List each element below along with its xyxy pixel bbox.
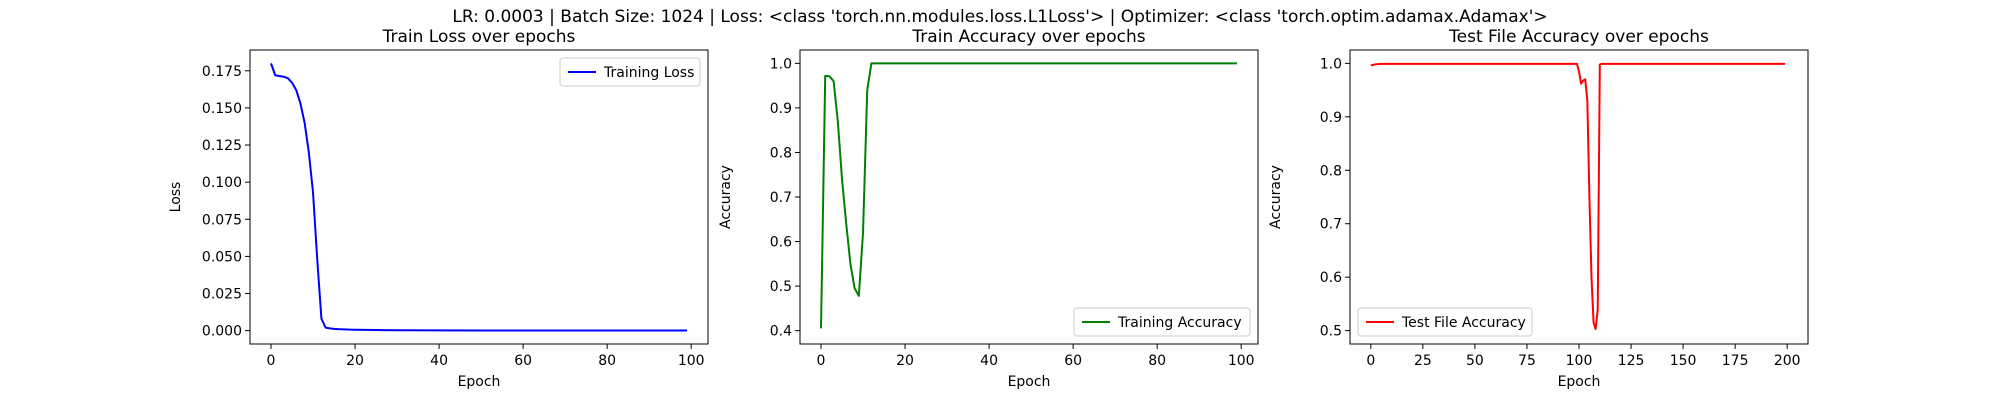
plot-frame: [1349, 49, 1809, 345]
y-tick-label: 0.7: [1320, 217, 1342, 233]
x-tick-label: 100: [1228, 353, 1255, 369]
x-tick-label: 80: [598, 353, 616, 369]
legend-label: Test File Accuracy: [1401, 315, 1526, 331]
x-tick-label: 100: [1566, 353, 1593, 369]
y-tick-label: 0.8: [770, 145, 792, 161]
x-tick-label: 200: [1774, 353, 1801, 369]
y-tick-label: 0.6: [770, 235, 792, 251]
y-tick-label: 0.5: [1320, 324, 1342, 340]
y-tick-label: 0.100: [202, 175, 242, 191]
x-tick-label: 175: [1722, 353, 1749, 369]
chart-2: Train Accuracy over epochs 0 20 40 60 80 100 0.…: [718, 27, 1259, 390]
y-tick-label: 0.8: [1320, 163, 1342, 179]
x-tick-label: 20: [346, 353, 364, 369]
x-tick-label: 60: [514, 353, 532, 369]
plot-frame: [249, 49, 709, 345]
y-tick-label: 0.025: [202, 287, 242, 303]
y-tick-label: 0.125: [202, 138, 242, 154]
charts-group: Train Loss over epochs 0 20 40 60 80 100 0.000 0…: [168, 27, 1809, 390]
x-tick-label: 20: [896, 353, 914, 369]
chart-title: Train Accuracy over epochs: [911, 27, 1145, 47]
x-tick-label: 75: [1518, 353, 1536, 369]
y-tick-label: 0.6: [1320, 270, 1342, 286]
y-tick-label: 1.0: [1320, 56, 1342, 72]
series-line-test-file-accuracy: [1370, 62, 1786, 331]
legend: Training Loss: [559, 57, 701, 87]
figure-suptitle: LR: 0.0003 | Batch Size: 1024 | Loss: <c…: [452, 7, 1547, 27]
y-tick-label: 0.000: [202, 324, 242, 340]
legend-label: Training Accuracy: [1117, 315, 1242, 331]
chart-title: Test File Accuracy over epochs: [1448, 27, 1709, 47]
chart-title: Train Loss over epochs: [382, 27, 576, 47]
y-tick-label: 0.5: [770, 279, 792, 295]
legend-box: [559, 57, 701, 87]
y-axis-label: Accuracy: [1268, 165, 1284, 229]
y-axis-label: Accuracy: [718, 165, 734, 229]
x-axis-label: Epoch: [1558, 374, 1601, 390]
x-tick-label: 0: [267, 353, 276, 369]
series-line-training-accuracy: [820, 62, 1237, 329]
x-tick-label: 150: [1670, 353, 1697, 369]
y-tick-label: 0.050: [202, 249, 242, 265]
x-axis-label: Epoch: [458, 374, 501, 390]
legend-label: Training Loss: [603, 65, 694, 81]
x-tick-label: 40: [980, 353, 998, 369]
y-axis-label: Loss: [168, 182, 184, 213]
x-tick-label: 125: [1618, 353, 1645, 369]
series-line-training-loss: [270, 63, 687, 332]
y-tick-label: 0.175: [202, 64, 242, 80]
x-tick-label: 100: [678, 353, 705, 369]
chart-3: Test File Accuracy over epochs 0 25 50 75 100…: [1268, 27, 1809, 390]
legend-box: [1073, 307, 1251, 337]
legend: Training Accuracy: [1073, 307, 1251, 337]
y-tick-label: 0.150: [202, 101, 242, 117]
x-tick-label: 80: [1148, 353, 1166, 369]
y-tick-label: 0.075: [202, 212, 242, 228]
x-tick-label: 50: [1466, 353, 1484, 369]
chart-1: Train Loss over epochs 0 20 40 60 80 100 0.000 0…: [168, 27, 709, 390]
x-tick-label: 0: [1366, 353, 1375, 369]
y-tick-label: 0.4: [770, 324, 792, 340]
x-tick-label: 0: [817, 353, 826, 369]
legend-box: [1357, 307, 1533, 337]
y-tick-label: 0.9: [770, 101, 792, 117]
plot-frame: [799, 49, 1259, 345]
x-tick-label: 40: [430, 353, 448, 369]
x-tick-label: 25: [1414, 353, 1432, 369]
x-tick-label: 60: [1064, 353, 1082, 369]
legend: Test File Accuracy: [1357, 307, 1533, 337]
x-axis-label: Epoch: [1008, 374, 1051, 390]
y-tick-label: 0.9: [1320, 110, 1342, 126]
y-tick-label: 0.7: [770, 190, 792, 206]
y-tick-label: 1.0: [770, 56, 792, 72]
